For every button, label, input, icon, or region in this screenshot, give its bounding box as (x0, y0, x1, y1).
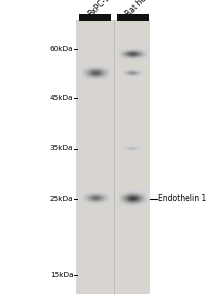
Text: Rat heart: Rat heart (124, 0, 156, 18)
Bar (76, 20, 150, 294)
Text: BxPC-3: BxPC-3 (87, 0, 112, 18)
Bar (79, 14, 111, 21)
Bar (117, 14, 149, 21)
Text: Endothelin 1: Endothelin 1 (158, 194, 206, 203)
Text: 45kDa: 45kDa (50, 95, 73, 101)
Text: 15kDa: 15kDa (50, 272, 73, 278)
Text: 35kDa: 35kDa (50, 146, 73, 152)
Text: 25kDa: 25kDa (50, 196, 73, 202)
Text: 60kDa: 60kDa (50, 46, 73, 52)
